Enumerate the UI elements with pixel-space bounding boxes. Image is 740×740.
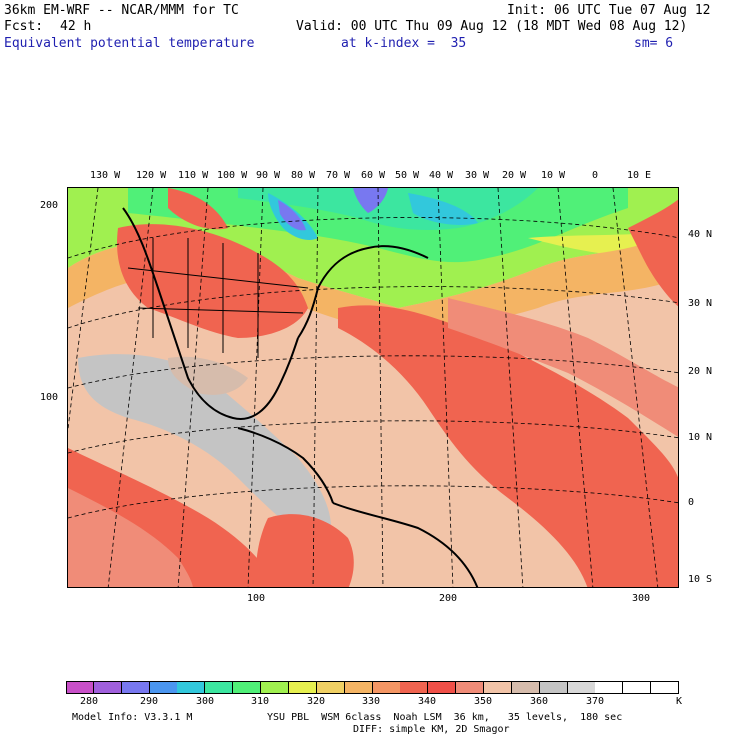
lon-label: 20 W xyxy=(502,170,527,181)
cold-core xyxy=(353,188,388,213)
lat-label: 20 N xyxy=(688,366,713,377)
grid-x-label: 200 xyxy=(439,593,458,604)
colorbar-swatch xyxy=(595,681,624,693)
colorbar-label: 310 xyxy=(251,696,270,707)
colorbar-swatch xyxy=(205,681,234,693)
lon-label: 100 W xyxy=(217,170,248,181)
colorbar-label: 340 xyxy=(418,696,437,707)
colorbar-swatch xyxy=(288,681,317,693)
colorbar-label: 290 xyxy=(140,696,159,707)
colorbar-swatch xyxy=(372,681,401,693)
lon-label: 70 W xyxy=(326,170,351,181)
hot-region xyxy=(256,514,354,587)
grid-y-label: 100 xyxy=(40,392,59,403)
theta-e-map xyxy=(68,188,678,587)
colorbar-label: 320 xyxy=(307,696,326,707)
level-info: at k-index = 35 xyxy=(341,36,467,51)
grid-x-label: 300 xyxy=(632,593,651,604)
init-time: Init: 06 UTC Tue 07 Aug 12 xyxy=(507,3,711,18)
borders xyxy=(127,238,309,358)
cold-core xyxy=(278,200,306,231)
smoothing-info: sm= 6 xyxy=(634,36,674,51)
colorbar-label: 350 xyxy=(474,696,493,707)
colorbar-swatch xyxy=(428,681,457,693)
lon-label: 50 W xyxy=(395,170,420,181)
model-title: 36km EM-WRF -- NCAR/MMM for TC xyxy=(4,3,239,18)
lon-label: 90 W xyxy=(256,170,281,181)
colorbar-swatch xyxy=(651,681,680,693)
colorbar-swatch xyxy=(567,681,596,693)
colorbar-swatch xyxy=(233,681,262,693)
forecast-label: Fcst: xyxy=(4,19,44,34)
map-panel xyxy=(67,187,679,588)
humid-region xyxy=(78,354,332,548)
valid-time: Valid: 00 UTC Thu 09 Aug 12 (18 MDT Wed … xyxy=(296,19,688,34)
colorbar xyxy=(66,681,680,694)
lon-label: 40 W xyxy=(429,170,454,181)
lon-label: 30 W xyxy=(465,170,490,181)
lon-label: 130 W xyxy=(90,170,121,181)
lat-label: 10 N xyxy=(688,432,713,443)
colorbar-swatch xyxy=(623,681,652,693)
colorbar-unit: K xyxy=(676,696,683,707)
colorbar-label: 360 xyxy=(530,696,549,707)
colorbar-swatch xyxy=(511,681,540,693)
field-name: Equivalent potential temperature xyxy=(4,36,255,51)
lon-label: 120 W xyxy=(136,170,167,181)
graticule xyxy=(68,188,678,587)
hot-region xyxy=(168,188,228,230)
grid-y-label: 200 xyxy=(40,200,59,211)
physics-info: YSU PBL WSM 6class Noah LSM 36 km, 35 le… xyxy=(267,712,623,723)
lat-label: 10 S xyxy=(688,574,713,585)
lon-label: 10 W xyxy=(541,170,566,181)
lat-label: 40 N xyxy=(688,229,713,240)
colorbar-swatch xyxy=(456,681,485,693)
diffusion-info: DIFF: simple KM, 2D Smagor xyxy=(353,724,510,735)
lat-label: 30 N xyxy=(688,298,713,309)
model-info: Model Info: V3.3.1 M xyxy=(72,712,193,723)
lon-label: 110 W xyxy=(178,170,209,181)
colorbar-swatch xyxy=(121,681,150,693)
hot-region xyxy=(338,305,678,587)
grid-x-label: 100 xyxy=(247,593,266,604)
colorbar-label: 370 xyxy=(586,696,605,707)
colorbar-swatch xyxy=(539,681,568,693)
colorbar-swatch xyxy=(316,681,345,693)
cool-region xyxy=(408,193,478,225)
lon-label: 60 W xyxy=(361,170,386,181)
forecast-hours: 42 h xyxy=(60,19,92,34)
warm-region xyxy=(448,298,678,437)
colorbar-swatch xyxy=(261,681,290,693)
colorbar-swatch xyxy=(66,681,94,693)
humid-region xyxy=(168,356,248,395)
colorbar-label: 280 xyxy=(80,696,99,707)
lat-label: 0 xyxy=(688,497,695,508)
colorbar-swatch xyxy=(93,681,122,693)
colorbar-swatch xyxy=(483,681,512,693)
colorbar-swatch xyxy=(344,681,373,693)
colorbar-swatch xyxy=(149,681,178,693)
warm-region xyxy=(68,488,193,587)
lon-label: 0 xyxy=(592,170,599,181)
lon-label: 10 E xyxy=(627,170,652,181)
colorbar-swatch xyxy=(177,681,206,693)
colorbar-label: 300 xyxy=(196,696,215,707)
hot-region xyxy=(628,199,678,307)
colorbar-label: 330 xyxy=(362,696,381,707)
lon-label: 80 W xyxy=(291,170,316,181)
colorbar-swatch xyxy=(400,681,429,693)
